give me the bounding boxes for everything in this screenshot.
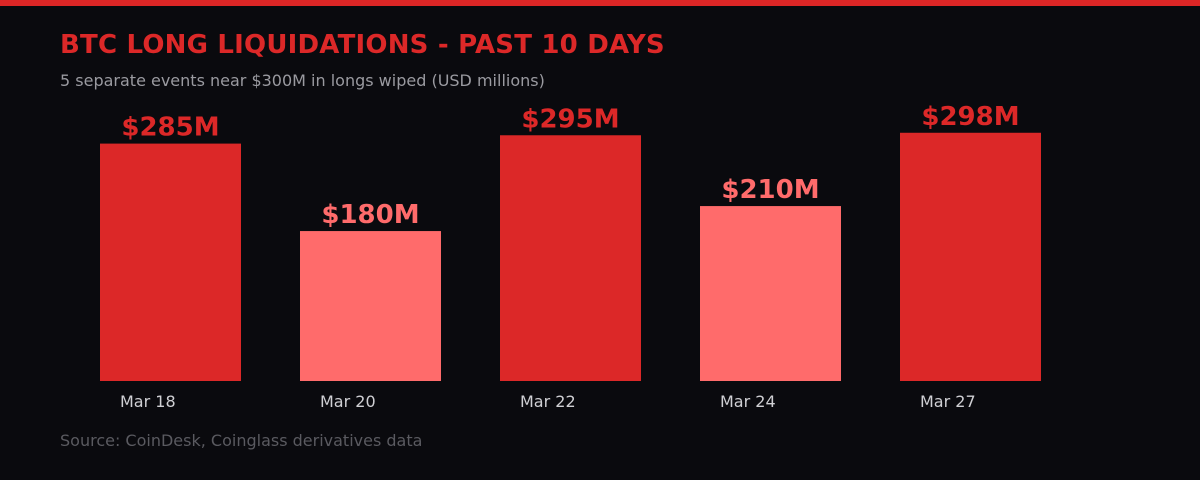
x-tick-label: Mar 24 (720, 392, 776, 411)
x-tick-label: Mar 22 (520, 392, 576, 411)
x-tick-label: Mar 27 (920, 392, 976, 411)
bar (900, 132, 1041, 381)
bar (700, 206, 841, 381)
bar (300, 231, 441, 381)
x-tick-label: Mar 18 (120, 392, 176, 411)
chart-subtitle: 5 separate events near $300M in longs wi… (60, 71, 545, 90)
top-accent-bar (0, 0, 1200, 6)
data-label: $180M (321, 200, 419, 230)
bar (100, 143, 241, 381)
bar (500, 135, 641, 381)
x-tick-label: Mar 20 (320, 392, 376, 411)
data-label: $295M (521, 104, 619, 134)
source-note: Source: CoinDesk, Coinglass derivatives … (60, 431, 423, 450)
data-label: $285M (121, 113, 219, 143)
chart-title: BTC LONG LIQUIDATIONS - PAST 10 DAYS (60, 30, 665, 60)
data-label: $298M (921, 102, 1019, 132)
data-label: $210M (721, 175, 819, 205)
